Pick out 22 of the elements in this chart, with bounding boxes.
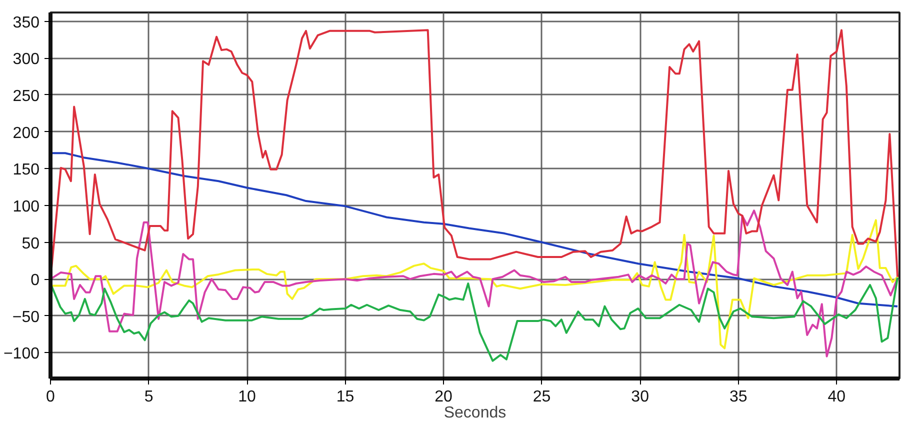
y-tick-label: 100 — [12, 198, 40, 216]
x-tick-label: 5 — [144, 388, 154, 406]
y-tick-label: 250 — [12, 88, 40, 105]
y-tick-label: 0 — [30, 272, 40, 290]
y-tick-label: 150 — [12, 162, 40, 179]
x-tick-label: 10 — [238, 388, 256, 406]
x-tick-label: 40 — [828, 388, 846, 406]
x-tick-label: 35 — [729, 388, 748, 406]
y-tick-label: −50 — [12, 308, 40, 326]
line-series — [50, 276, 899, 362]
y-tick-label: 200 — [12, 124, 40, 142]
line-series — [50, 152, 899, 308]
y-tick-label: 50 — [22, 235, 40, 252]
x-tick-label: 15 — [336, 388, 354, 406]
x-axis-title: Seconds — [444, 404, 506, 422]
x-tick-label: 25 — [532, 388, 551, 406]
x-tick-label: 20 — [434, 388, 453, 406]
x-tick-label: 0 — [46, 388, 56, 406]
y-tick-label: 300 — [12, 51, 40, 68]
y-tick-label: 350 — [12, 14, 40, 32]
x-tick-label: 30 — [631, 388, 650, 406]
y-tick-label: −100 — [3, 346, 40, 363]
